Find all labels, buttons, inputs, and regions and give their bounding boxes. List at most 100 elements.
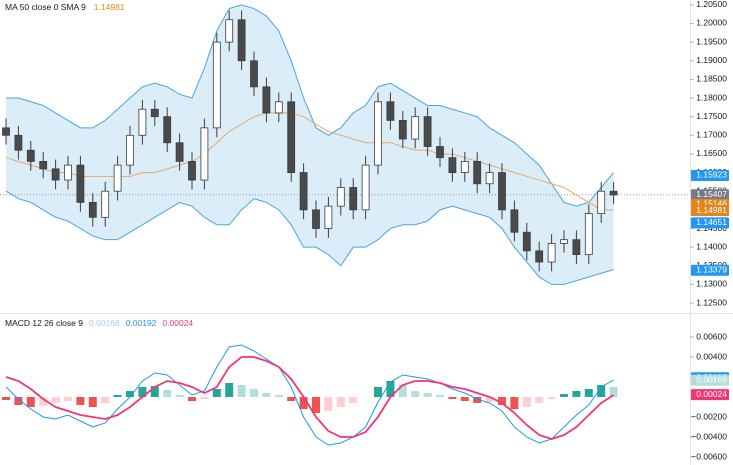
histogram-bar: [262, 393, 271, 397]
candle-body: [299, 172, 308, 211]
candle-body: [212, 41, 221, 129]
y-tick-label: 1.19500: [696, 36, 727, 46]
histogram-bar: [188, 397, 196, 401]
legend: MA 50 close 0 SMA 9 1.14981: [5, 2, 125, 12]
histogram-bar: [126, 391, 134, 397]
histogram-bar: [51, 397, 60, 403]
candle-body: [113, 164, 122, 192]
histogram-bar: [498, 397, 506, 405]
price-tag: [691, 264, 729, 276]
histogram-bar: [312, 397, 320, 413]
signal-line: [5, 356, 615, 440]
histogram-bar: [460, 397, 469, 401]
candle-body: [436, 146, 444, 159]
candle-body: [2, 127, 10, 136]
histogram-bar: [138, 387, 147, 397]
histogram-bar: [609, 387, 618, 397]
candle-body: [448, 157, 457, 173]
candle-body: [522, 231, 531, 252]
histogram-bar: [113, 395, 122, 397]
price-tag: [691, 374, 729, 386]
histogram-bar: [510, 397, 519, 409]
candle-body: [76, 164, 85, 203]
candle-body: [126, 134, 134, 166]
candle-body: [262, 86, 271, 114]
price-tag-label: 1.15407: [696, 189, 727, 199]
histogram-bar: [39, 397, 48, 406]
price-tag-label: 0.00168: [696, 374, 727, 384]
legend-value: 1.14981: [94, 2, 125, 12]
candle-body: [349, 187, 358, 211]
price-tag-label: 1.13379: [696, 265, 727, 275]
price-tag-label: 1.15146: [696, 199, 727, 209]
candle-body: [535, 250, 544, 263]
candle-body: [250, 60, 258, 88]
histogram-bar: [299, 397, 308, 409]
y-tick-label: 0.00600: [696, 331, 727, 341]
candle-body: [498, 172, 506, 211]
histogram-bar: [448, 397, 457, 399]
histogram-bar: [287, 397, 296, 401]
histogram-bar: [64, 397, 72, 401]
candle-body: [312, 209, 320, 229]
y-tick-label: 1.20500: [696, 0, 727, 9]
candle-body: [200, 127, 209, 181]
macd-line: [5, 344, 614, 446]
candle-body: [374, 101, 382, 166]
legend-value: 0.00024: [162, 318, 193, 328]
histogram-bar: [572, 391, 581, 397]
histogram-bar: [597, 385, 606, 397]
histogram-bar: [250, 389, 258, 397]
histogram-bar: [547, 397, 556, 399]
candle-body: [287, 101, 296, 173]
histogram-bar: [76, 397, 85, 405]
histogram-bar: [225, 383, 234, 397]
price-tag: [691, 205, 729, 217]
candle-body: [560, 239, 568, 244]
histogram-bar: [485, 397, 494, 402]
candle-body: [473, 161, 482, 185]
price-tag-label: 1.14981: [696, 205, 727, 215]
y-tick-label: 1.13000: [696, 279, 727, 289]
price-tag: [691, 389, 729, 401]
candle-body: [609, 190, 618, 196]
histogram-bar: [324, 397, 333, 411]
y-tick-label: 1.18500: [696, 74, 727, 84]
histogram-bar: [349, 397, 358, 403]
y-tick-label: 1.14000: [696, 241, 727, 251]
histogram-bar: [101, 397, 110, 403]
candle-body: [510, 209, 519, 233]
candle-body: [547, 243, 556, 263]
lower-band: [5, 190, 614, 285]
histogram-bar: [274, 395, 283, 397]
y-tick-label: 1.16500: [696, 148, 727, 158]
upper-band: [6, 4, 614, 207]
band-fill: [6, 4, 614, 285]
price-tag: [691, 169, 729, 181]
candle-body: [398, 120, 407, 140]
histogram-bar: [150, 386, 159, 397]
candle-body: [88, 202, 97, 218]
price-tag-label: 1.14651: [696, 217, 727, 227]
candle-body: [386, 101, 395, 121]
candle-body: [572, 239, 581, 255]
histogram-bar: [2, 397, 10, 400]
candle-body: [423, 116, 432, 147]
candle-body: [51, 168, 60, 181]
histogram-bar: [175, 395, 184, 397]
legend-value: 0.00192: [126, 318, 157, 328]
candle-body: [485, 172, 494, 185]
histogram-bar: [423, 393, 432, 397]
histogram-bar: [163, 390, 172, 397]
y-tick-label: 1.18000: [696, 92, 727, 102]
candle-body: [138, 108, 147, 136]
candle-body: [597, 190, 606, 214]
candle-body: [460, 161, 469, 173]
histogram-bar: [386, 381, 395, 397]
y-tick-label: −0.00600: [691, 451, 727, 461]
candle-body: [150, 108, 159, 118]
y-tick-label: 1.12500: [696, 297, 727, 307]
histogram-bar: [212, 389, 221, 397]
histogram-bar: [522, 397, 531, 407]
